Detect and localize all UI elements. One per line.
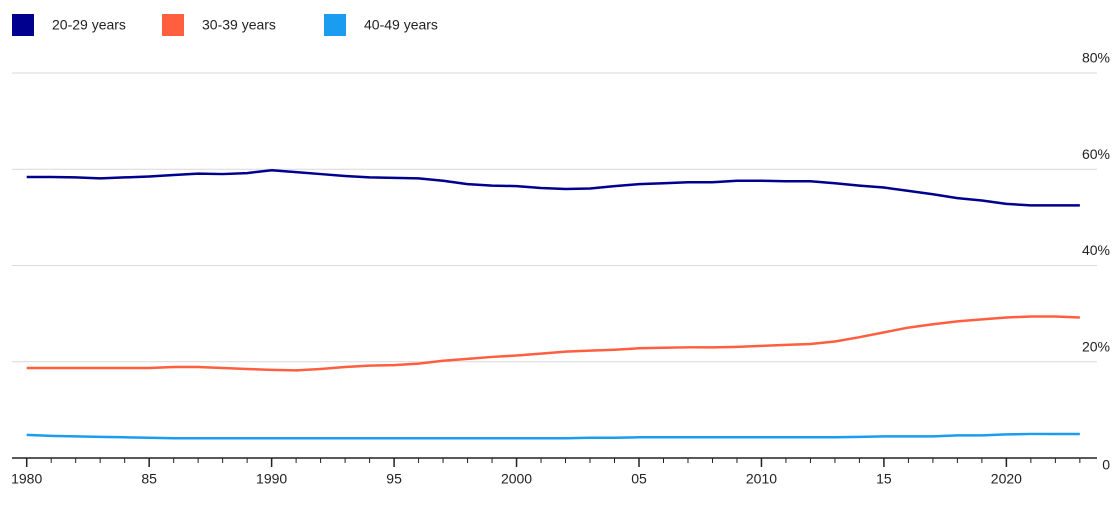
legend-swatch xyxy=(12,14,34,36)
x-tick-label: 85 xyxy=(141,471,157,487)
x-tick-label: 2000 xyxy=(501,471,532,487)
x-tick-label: 2010 xyxy=(746,471,777,487)
x-tick-label: 1990 xyxy=(256,471,287,487)
x-tick-label: 1980 xyxy=(11,471,42,487)
x-tick-label: 2020 xyxy=(991,471,1022,487)
series-line xyxy=(26,168,1080,207)
y-tick-label: 0 xyxy=(1102,457,1110,473)
x-tick-label: 15 xyxy=(876,471,892,487)
series-line xyxy=(26,315,1080,372)
y-tick-label: 60% xyxy=(1082,146,1110,162)
series-line xyxy=(26,432,1080,440)
y-tick-label: 20% xyxy=(1082,338,1110,354)
legend-swatch xyxy=(324,14,346,36)
legend-label: 30-39 years xyxy=(202,17,276,33)
y-tick-label: 80% xyxy=(1082,50,1110,66)
y-tick-label: 40% xyxy=(1082,242,1110,258)
x-tick-label: 05 xyxy=(631,471,647,487)
legend-label: 20-29 years xyxy=(52,17,126,33)
legend-swatch xyxy=(162,14,184,36)
legend-label: 40-49 years xyxy=(364,17,438,33)
x-tick-label: 95 xyxy=(386,471,402,487)
